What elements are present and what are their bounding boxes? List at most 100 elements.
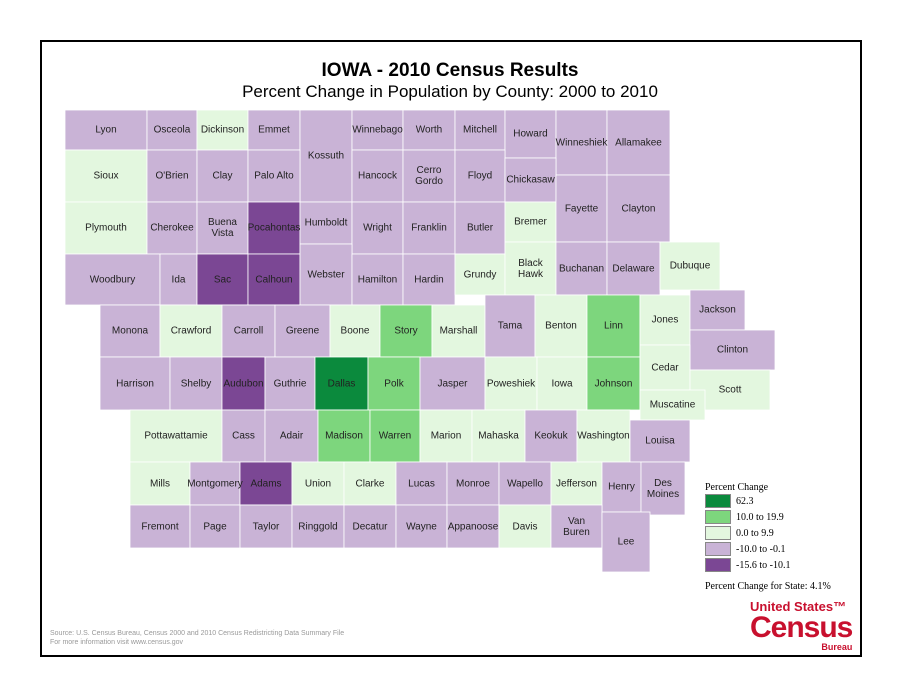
legend-item: -10.0 to -0.1 [705, 541, 831, 557]
county-name: Benton [545, 320, 577, 332]
county [196, 149, 249, 203]
county-name: Taylor [252, 521, 280, 532]
county-name: Franklin [411, 222, 447, 234]
county-name: Worth [415, 124, 443, 136]
county-name: Guthrie [273, 378, 307, 389]
county [550, 461, 603, 506]
county-name: Shelby [180, 378, 212, 389]
county [351, 253, 404, 306]
county-name: Buena Vista [208, 217, 237, 239]
county-name: Wayne [406, 521, 437, 532]
county [367, 356, 421, 411]
title: IOWA - 2010 Census Results [321, 60, 579, 81]
county-name: Chickasaw [506, 174, 555, 186]
county [169, 356, 223, 411]
county-name: Butler [466, 222, 494, 234]
county [471, 409, 526, 463]
county-name: Wapello [507, 478, 543, 489]
source-text: Source: U.S. Census Bureau, Census 2000 … [50, 630, 345, 637]
county-name: Adams [250, 478, 282, 489]
county [402, 201, 456, 255]
county [379, 304, 433, 358]
county-name: Pottawattamie [144, 430, 208, 442]
county-name: Pocahontas [247, 222, 301, 234]
county-name: Lee [617, 536, 635, 548]
county-name: Buchanan [558, 263, 605, 274]
county [402, 109, 456, 151]
county-name: Hamilton [357, 274, 398, 285]
legend-label: 10.0 to 19.9 [736, 511, 784, 523]
county-name: Delaware [612, 263, 655, 274]
county-name: Keokuk [534, 430, 568, 442]
county-name: Appanoose [447, 521, 499, 532]
subtitle: Percent Change in Population by County: … [242, 82, 658, 101]
county-name: Linn [604, 320, 623, 332]
county-name: Allamakee [615, 137, 662, 148]
county-name: Jasper [437, 378, 468, 389]
census-logo: United States™ Census Bureau [750, 599, 853, 652]
county [498, 461, 552, 506]
county [329, 304, 381, 358]
county [606, 174, 671, 243]
county-name: Dallas [327, 378, 356, 389]
county-name: Osceola [153, 124, 191, 136]
county-name: Poweshiek [486, 378, 536, 389]
county-name: Jones [651, 314, 679, 326]
county [524, 409, 578, 463]
county [189, 461, 241, 506]
county [536, 356, 588, 411]
county [196, 201, 249, 255]
logo-line: United States™ [750, 599, 847, 614]
county-name: Black Hawk [517, 257, 543, 280]
county [586, 356, 641, 411]
county [239, 504, 293, 549]
legend-swatch [705, 542, 731, 556]
county-name: Ida [171, 274, 186, 285]
county [419, 409, 473, 463]
more-info: For more information visit www.census.go… [50, 639, 184, 646]
legend-item: 62.3 [705, 493, 831, 509]
county-name: Polk [384, 378, 404, 389]
county-name: Tama [497, 320, 523, 332]
legend-label: -15.6 to -10.1 [736, 559, 791, 571]
legend-label: 0.0 to 9.9 [736, 527, 774, 539]
county-name: Clay [212, 170, 233, 182]
legend-item: 0.0 to 9.9 [705, 525, 831, 541]
county-name: Louisa [645, 435, 675, 447]
county [689, 289, 746, 331]
legend-swatch [705, 558, 731, 572]
legend-swatch [705, 526, 731, 540]
county-name: Clarke [355, 478, 385, 489]
county-name: Fayette [564, 203, 599, 214]
county-name: Mills [150, 478, 170, 489]
county-name: Madison [325, 430, 363, 442]
county [639, 389, 706, 421]
county-name: Harrison [116, 378, 154, 389]
county-name: Van Buren [563, 515, 590, 538]
state-note: Percent Change for State: 4.1% [705, 581, 831, 592]
county-name: Carroll [233, 325, 264, 337]
county [129, 409, 223, 463]
county-name: Bremer [514, 216, 547, 228]
county [291, 461, 345, 506]
county [504, 241, 557, 296]
county [601, 511, 651, 573]
county-name: Sioux [93, 170, 119, 182]
county [129, 461, 191, 506]
county-name: Clayton [621, 203, 656, 214]
county [196, 253, 249, 306]
county-name: Cedar [651, 362, 679, 373]
county [351, 201, 404, 255]
county-name: Montgomery [187, 478, 243, 489]
county [129, 504, 191, 549]
county [534, 294, 588, 358]
legend-item: -15.6 to -10.1 [705, 557, 831, 573]
county-name: Henry [608, 481, 635, 493]
county [402, 149, 456, 203]
legend-label: -10.0 to -0.1 [736, 543, 786, 555]
county-name: Greene [285, 325, 320, 337]
county-name: Union [304, 478, 332, 489]
county-name: Hardin [414, 274, 444, 285]
